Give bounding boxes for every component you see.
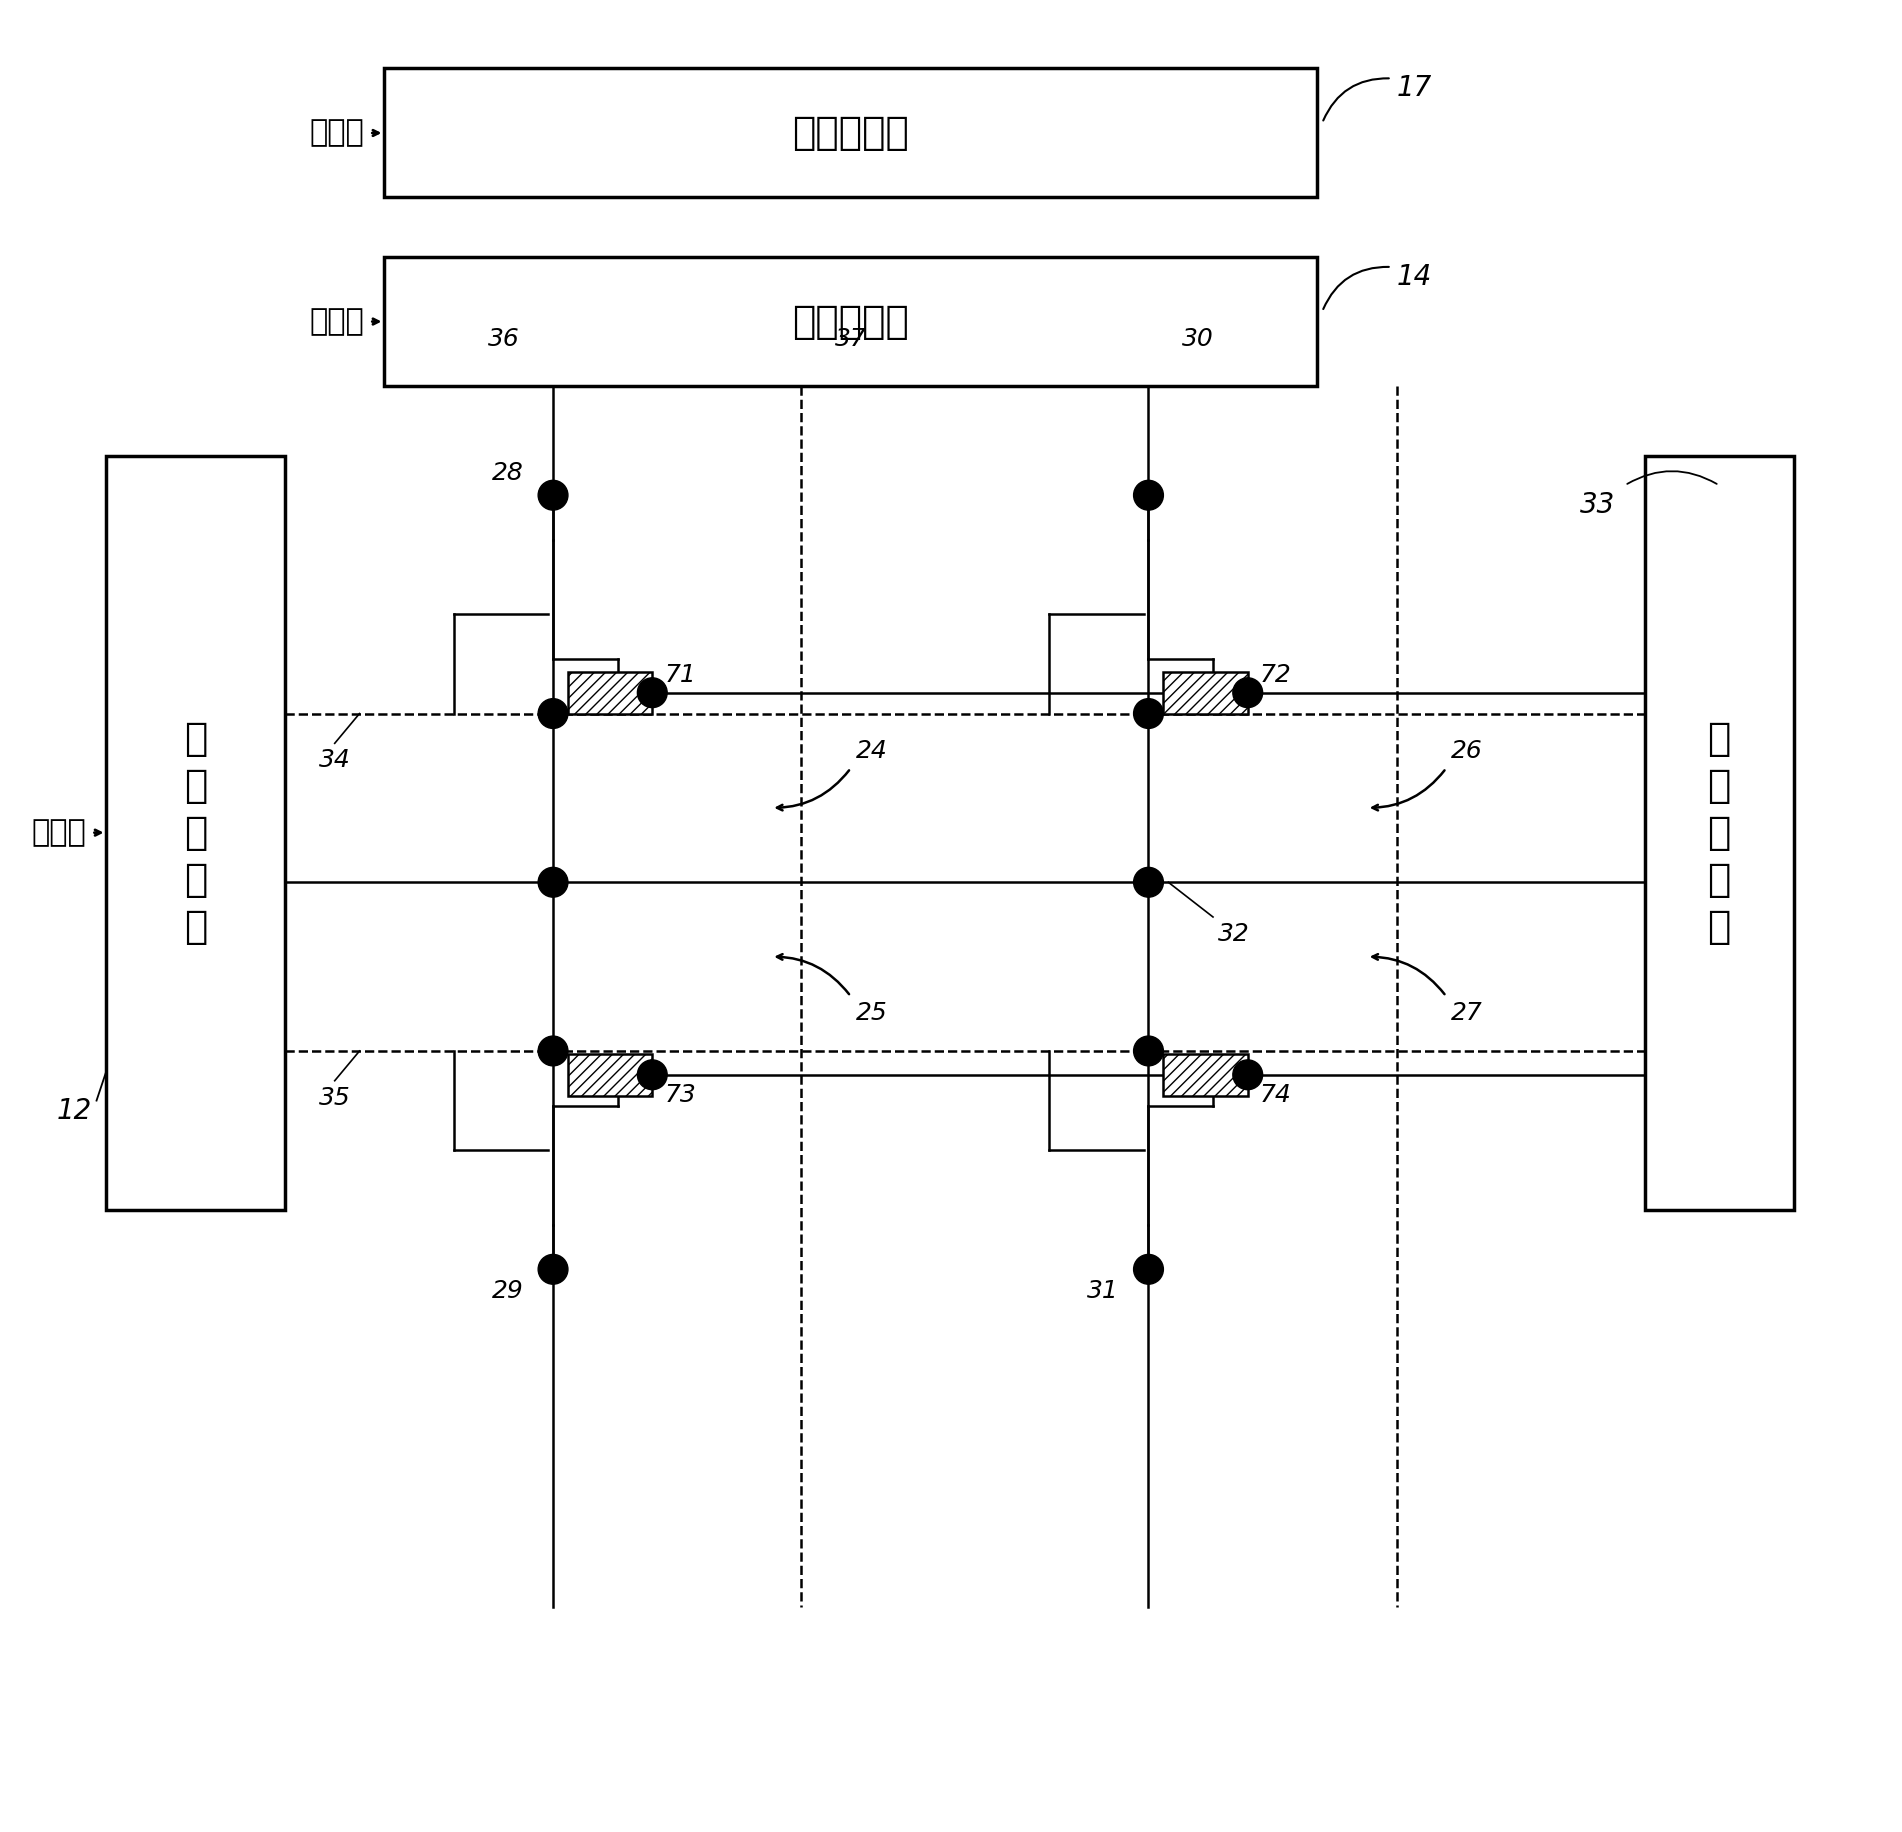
Circle shape (538, 480, 569, 509)
Text: 17: 17 (1396, 75, 1432, 103)
Text: 35: 35 (320, 1086, 350, 1110)
Text: 行地址: 行地址 (310, 308, 365, 335)
Text: 感应放大器: 感应放大器 (793, 114, 909, 152)
Text: 31: 31 (1086, 1279, 1118, 1303)
Circle shape (1232, 678, 1263, 707)
Bar (1164, 672, 1248, 713)
Circle shape (637, 678, 668, 707)
Text: 74: 74 (1259, 1083, 1291, 1107)
Text: 72: 72 (1259, 663, 1291, 687)
Bar (1164, 1053, 1248, 1096)
Circle shape (538, 1255, 569, 1284)
Text: 读致能: 读致能 (310, 119, 365, 148)
Circle shape (1134, 867, 1164, 898)
Text: 字
线
译
码
器: 字 线 译 码 器 (184, 720, 207, 945)
Text: 源
极
线
终
端: 源 极 线 终 端 (1708, 720, 1731, 945)
Bar (569, 672, 652, 713)
Text: 34: 34 (320, 747, 350, 773)
Bar (384, 68, 1318, 198)
Circle shape (1134, 1037, 1164, 1066)
Bar (569, 1053, 652, 1096)
Circle shape (1134, 1255, 1164, 1284)
Text: 位线译码器: 位线译码器 (793, 302, 909, 341)
Text: 37: 37 (835, 328, 867, 352)
Circle shape (1134, 698, 1164, 729)
Text: 71: 71 (664, 663, 696, 687)
Text: 73: 73 (664, 1083, 696, 1107)
Circle shape (637, 1061, 668, 1090)
Text: 14: 14 (1396, 262, 1432, 291)
Circle shape (1134, 480, 1164, 509)
Text: 26: 26 (1451, 738, 1484, 764)
Text: 27: 27 (1451, 1002, 1484, 1026)
Text: 24: 24 (856, 738, 888, 764)
Text: 12: 12 (57, 1097, 91, 1125)
Text: 列地址: 列地址 (32, 819, 87, 846)
Text: 33: 33 (1581, 491, 1615, 518)
Circle shape (538, 698, 569, 729)
Text: 29: 29 (491, 1279, 523, 1303)
Text: 30: 30 (1183, 328, 1213, 352)
Circle shape (538, 867, 569, 898)
Circle shape (1232, 1061, 1263, 1090)
Text: 28: 28 (491, 462, 523, 485)
Text: 36: 36 (487, 328, 519, 352)
Text: 32: 32 (1217, 921, 1250, 945)
Circle shape (538, 1037, 569, 1066)
Bar (107, 456, 285, 1209)
Bar (384, 256, 1318, 387)
Bar (1645, 456, 1794, 1209)
Text: 25: 25 (856, 1002, 888, 1026)
